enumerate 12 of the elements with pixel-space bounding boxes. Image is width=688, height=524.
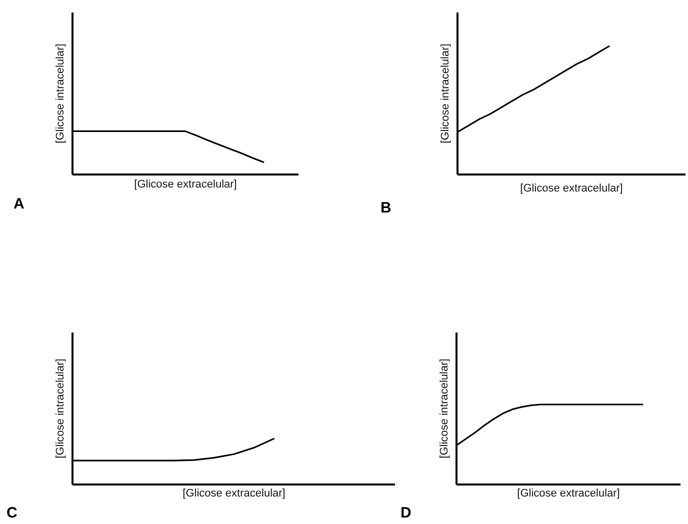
text: D bbox=[400, 504, 412, 522]
y-axis-title: [Glicose intracelular] bbox=[54, 358, 66, 458]
x-axis-title: [Glicose extracelular] bbox=[134, 178, 237, 190]
x-axis-title: [Glicose extracelular] bbox=[182, 488, 286, 500]
x-axis-title: [Glicose extracelular] bbox=[520, 182, 623, 194]
text: C bbox=[6, 504, 18, 522]
text: B bbox=[380, 200, 392, 216]
x-axis-title: [Glicose extracelular] bbox=[517, 488, 620, 500]
y-axis-title: [Glicose intracelular] bbox=[440, 44, 452, 144]
text: A bbox=[14, 196, 24, 212]
y-axis-title: [Glicose intracelular] bbox=[438, 358, 450, 458]
y-axis-title: [Glicose intracelular] bbox=[54, 44, 66, 144]
